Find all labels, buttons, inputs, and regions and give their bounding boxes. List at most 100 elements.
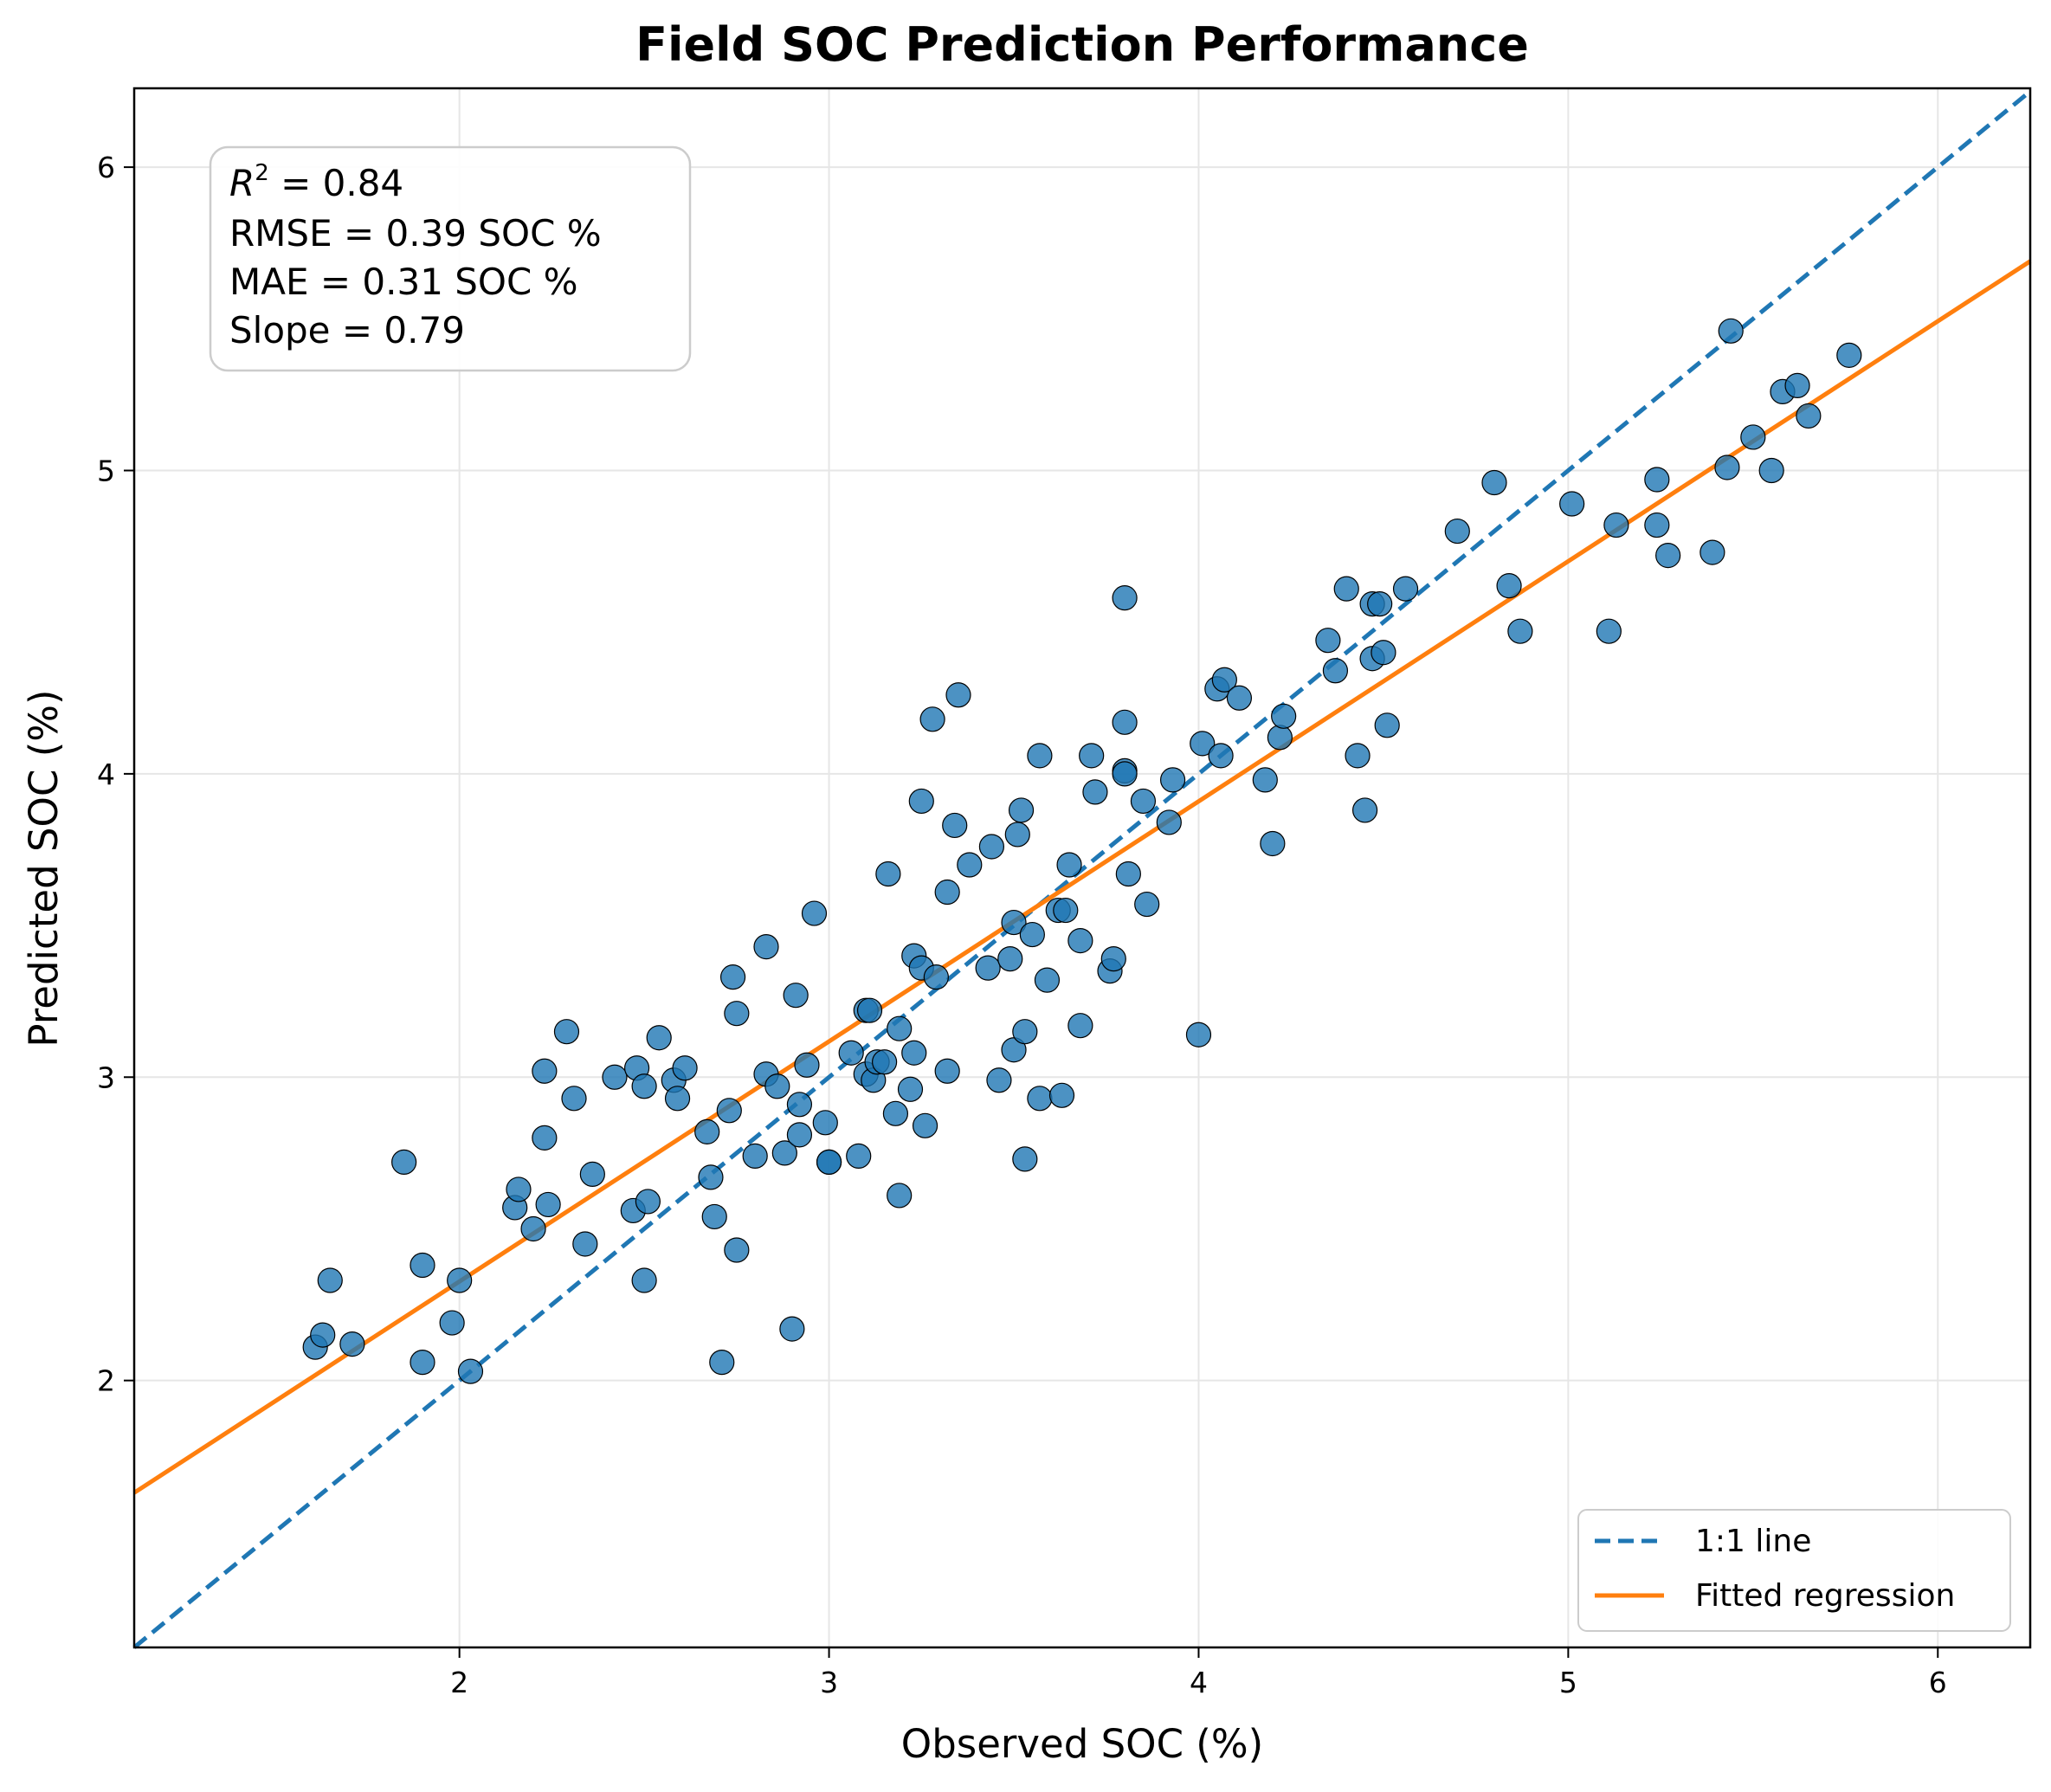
- stats-r2-value: = 0.84: [269, 162, 403, 204]
- legend-frame: [1577, 1509, 2011, 1632]
- data-point: [1260, 830, 1286, 857]
- data-point: [1100, 946, 1126, 972]
- data-point: [997, 946, 1023, 972]
- y-tick-label: 5: [97, 454, 115, 487]
- data-point: [1112, 709, 1138, 735]
- data-point: [753, 934, 779, 960]
- data-point: [1067, 927, 1093, 954]
- data-point: [978, 834, 1005, 860]
- data-point: [1134, 891, 1160, 918]
- data-point: [875, 861, 901, 887]
- data-point: [1603, 512, 1629, 538]
- data-point: [1027, 1086, 1053, 1112]
- data-point: [1796, 403, 1822, 429]
- data-point: [1226, 685, 1253, 711]
- data-point: [1034, 967, 1061, 993]
- data-point: [1758, 457, 1784, 484]
- data-point: [1699, 539, 1725, 565]
- x-axis-label: Observed SOC (%): [901, 1721, 1263, 1767]
- data-point: [1271, 703, 1297, 729]
- x-tick-label: 6: [1929, 1666, 1947, 1699]
- data-point: [1644, 512, 1670, 538]
- data-point: [957, 852, 983, 878]
- data-point: [801, 900, 828, 926]
- stats-r2-superscript: 2: [255, 160, 269, 186]
- data-point: [1115, 861, 1141, 887]
- data-point: [838, 1040, 864, 1066]
- legend: 1:1 line Fitted regression: [1577, 1509, 2011, 1632]
- data-point: [602, 1064, 628, 1090]
- data-point: [1644, 467, 1670, 493]
- data-point: [1112, 585, 1138, 611]
- data-point: [1481, 469, 1507, 496]
- data-point: [631, 1267, 657, 1293]
- stats-r2: R2 = 0.84: [229, 160, 403, 204]
- data-point: [1596, 618, 1622, 644]
- data-point: [572, 1231, 598, 1257]
- stats-box: R2 = 0.84 RMSE = 0.39 SOC % MAE = 0.31 S…: [209, 145, 692, 372]
- y-ticks: 2 3 4 5 6: [97, 151, 134, 1398]
- data-point: [1559, 491, 1585, 517]
- data-point: [391, 1149, 417, 1175]
- x-tick-label: 4: [1190, 1666, 1208, 1699]
- data-point: [1496, 573, 1522, 599]
- data-point: [771, 1140, 797, 1166]
- data-point: [786, 1092, 813, 1118]
- data-point: [1371, 640, 1396, 666]
- data-point: [812, 1110, 838, 1136]
- data-point: [764, 1073, 790, 1099]
- data-point: [506, 1176, 532, 1202]
- data-point: [1190, 731, 1216, 757]
- legend-label-regression: Fitted regression: [1695, 1578, 1955, 1614]
- data-point: [701, 1203, 727, 1230]
- data-point: [1211, 667, 1237, 693]
- data-point: [945, 682, 971, 708]
- data-point: [1252, 767, 1278, 793]
- y-tick-label: 6: [97, 151, 115, 184]
- data-point: [631, 1073, 657, 1099]
- data-point: [901, 1040, 927, 1066]
- stats-mae: MAE = 0.31 SOC %: [229, 261, 578, 303]
- data-point: [457, 1358, 484, 1384]
- data-point: [447, 1267, 473, 1293]
- data-point: [975, 955, 1001, 981]
- data-point: [646, 1025, 672, 1051]
- data-point: [1444, 518, 1470, 545]
- chart-title: Field SOC Prediction Performance: [635, 17, 1529, 72]
- data-point: [1714, 454, 1740, 480]
- data-point: [923, 964, 949, 990]
- data-point: [724, 1001, 750, 1027]
- data-points: [302, 318, 1862, 1384]
- data-point: [1784, 372, 1810, 398]
- data-point: [912, 1112, 938, 1138]
- data-point: [664, 1086, 691, 1112]
- plot-frame: [132, 87, 2032, 1649]
- data-point: [1185, 1022, 1212, 1047]
- data-point: [934, 879, 960, 906]
- data-point: [1267, 725, 1293, 751]
- data-point: [317, 1267, 343, 1293]
- data-point: [786, 1122, 813, 1148]
- x-tick-label: 3: [820, 1666, 838, 1699]
- data-point: [846, 1143, 872, 1169]
- data-point: [986, 1067, 1012, 1093]
- x-ticks: 2 3 4 5 6: [450, 1647, 1947, 1699]
- data-point: [716, 1098, 742, 1124]
- data-point: [779, 1316, 805, 1342]
- data-point: [1367, 591, 1393, 617]
- data-point: [942, 812, 968, 839]
- data-point: [1056, 852, 1082, 878]
- data-point: [561, 1086, 587, 1112]
- data-point: [724, 1237, 750, 1263]
- data-point: [872, 1049, 898, 1075]
- y-tick-label: 2: [97, 1364, 115, 1398]
- data-point: [1001, 1037, 1027, 1063]
- data-point: [742, 1143, 768, 1169]
- data-point: [672, 1055, 698, 1081]
- data-point: [1067, 1013, 1093, 1039]
- data-point: [1159, 767, 1186, 793]
- data-point: [532, 1058, 558, 1084]
- data-point: [1345, 743, 1371, 769]
- data-point: [1718, 318, 1744, 344]
